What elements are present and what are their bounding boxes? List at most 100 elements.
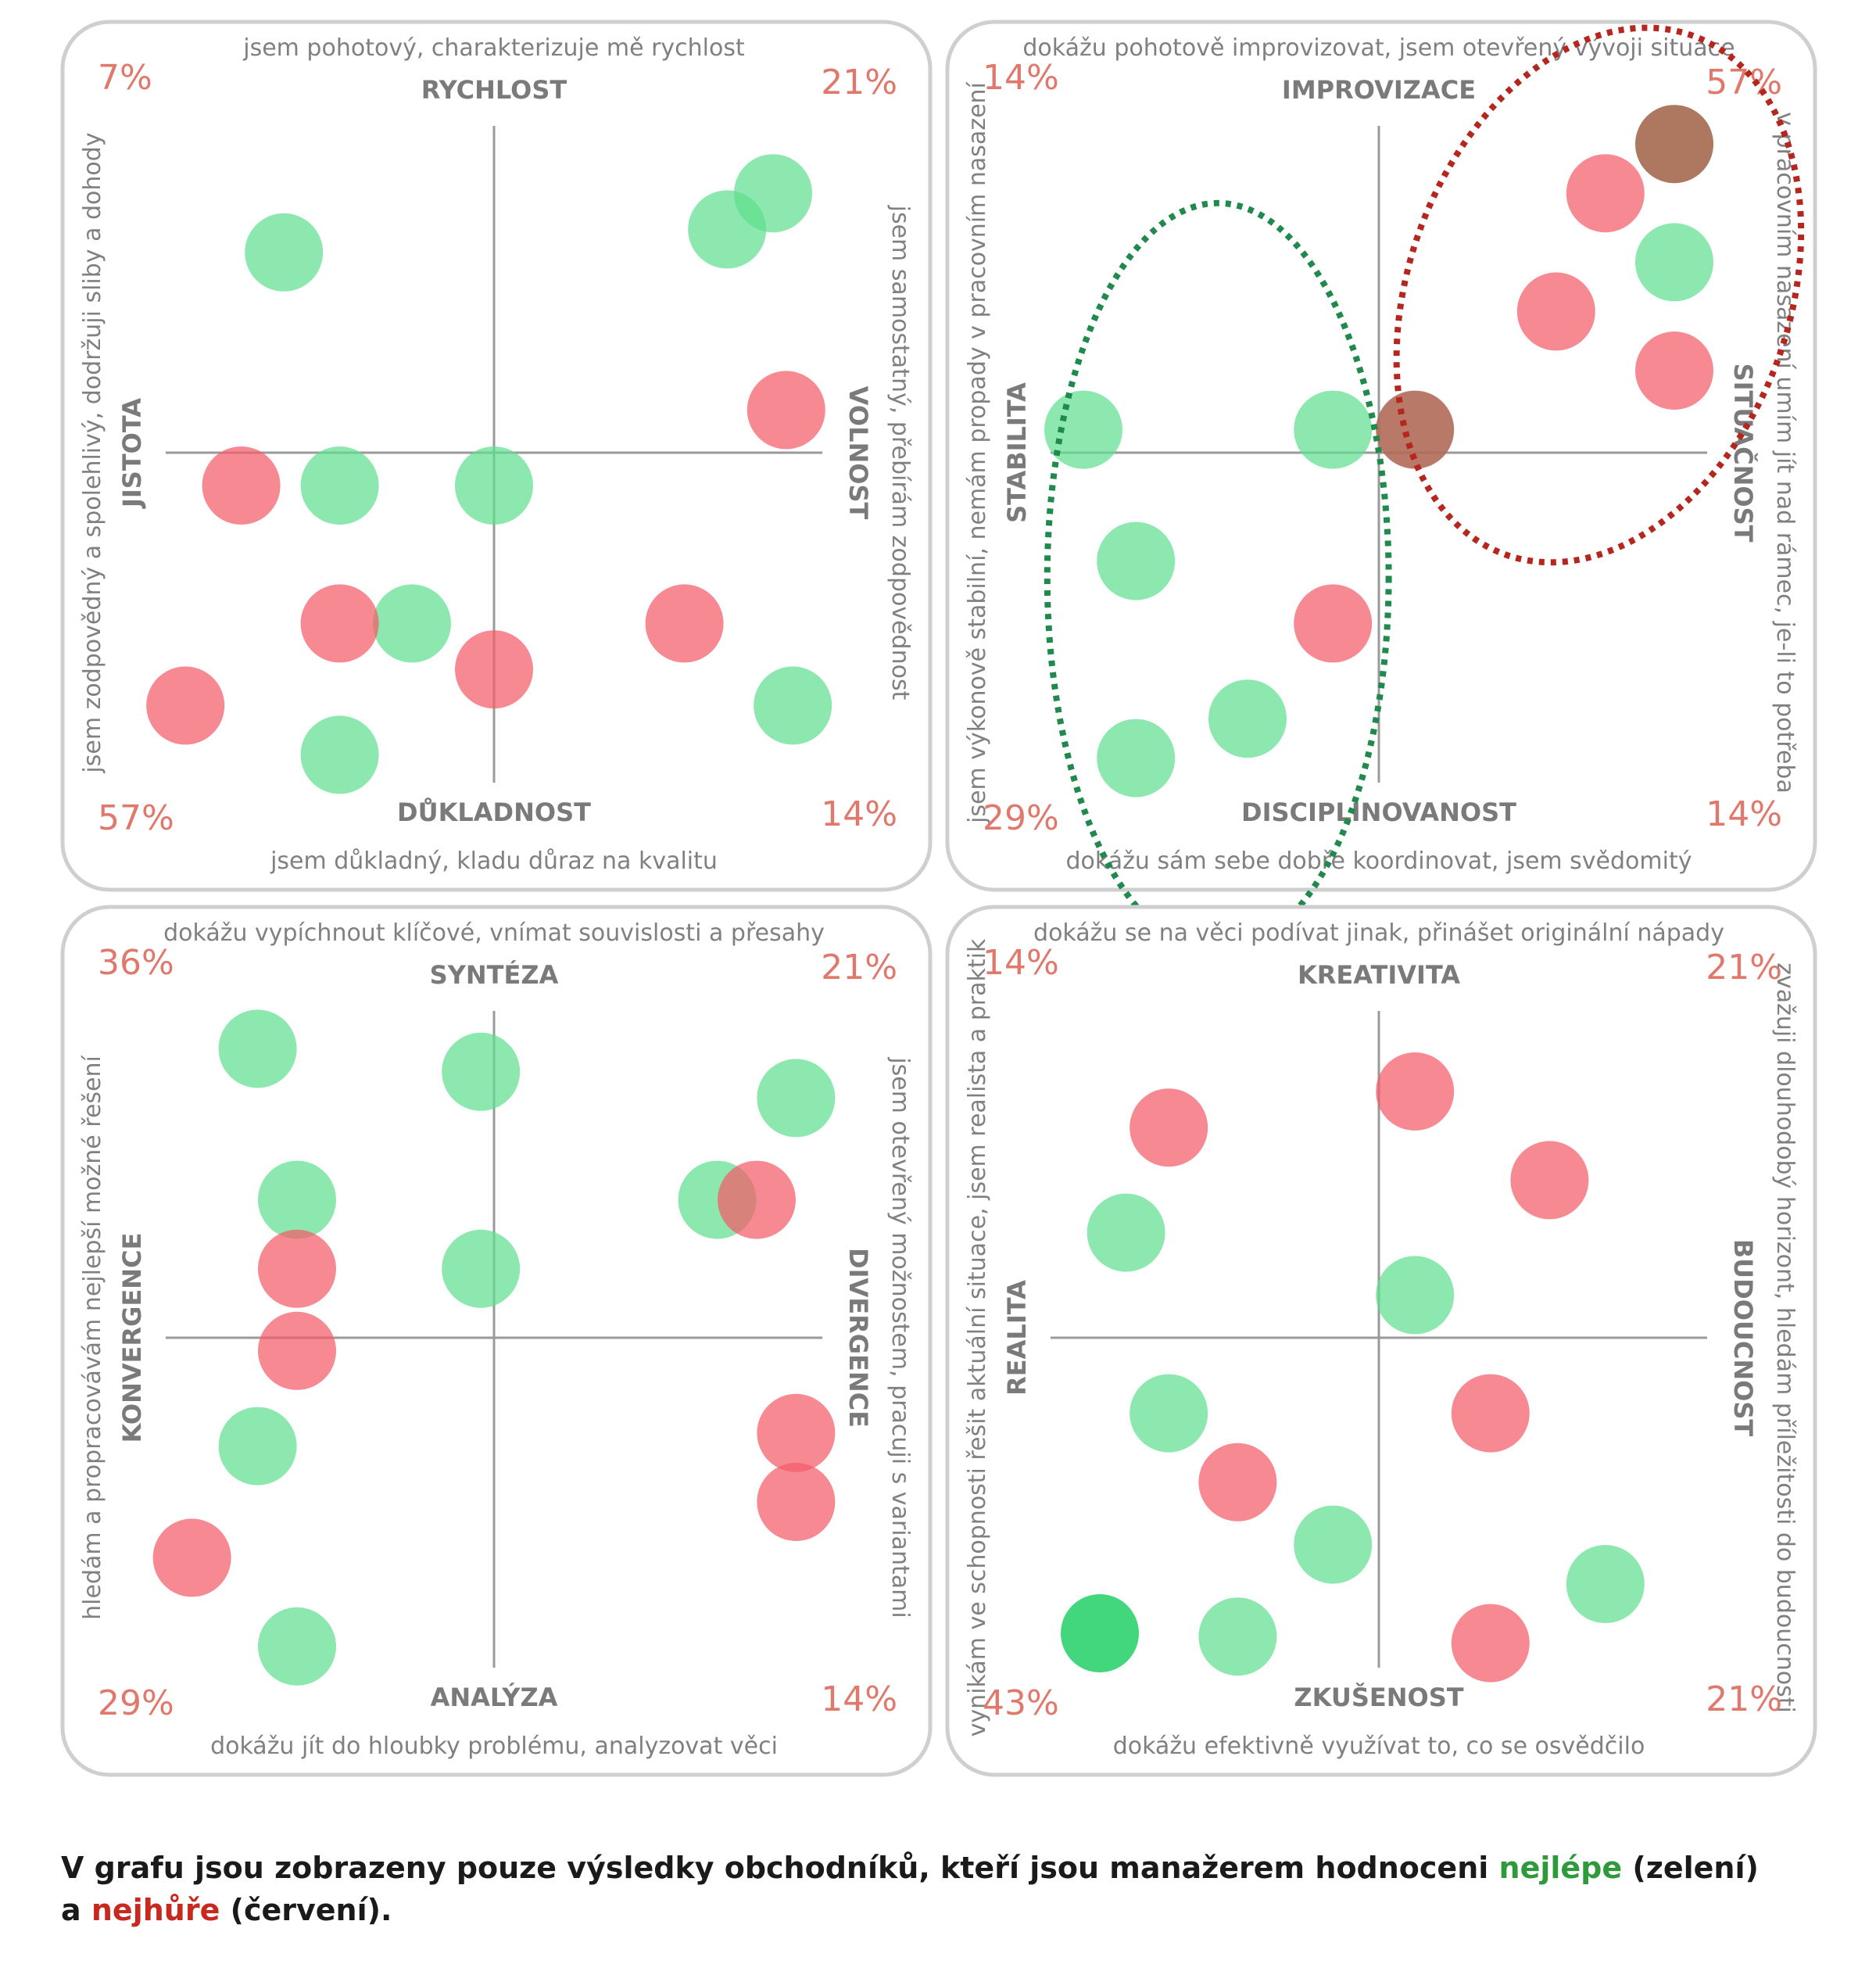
- plot-points: [1044, 105, 1713, 797]
- percent-top-right: 21%: [821, 63, 897, 102]
- quadrant-charts: jsem pohotový, charakterizuje mě rychlos…: [60, 20, 1817, 1777]
- axis-label-right: SITUAČNOST: [1728, 364, 1759, 543]
- best-point: [300, 446, 379, 525]
- description-right: jsem samostatný, přebírám zodpovědnost: [886, 205, 914, 701]
- axis-label-bottom: ANALÝZA: [431, 1683, 558, 1712]
- axis-label-left: KONVERGENCE: [117, 1233, 147, 1443]
- worst-point: [300, 584, 379, 663]
- worst-point: [718, 1160, 796, 1239]
- worst-point: [258, 1229, 336, 1308]
- best-point: [1294, 390, 1373, 469]
- best-point: [1044, 390, 1122, 469]
- percent-top-right: 21%: [821, 948, 897, 987]
- best-point: [734, 154, 812, 233]
- description-top: jsem pohotový, charakterizuje mě rychlos…: [242, 34, 745, 62]
- description-right: zvažuji dlouhodobý horizont, hledám příl…: [1771, 962, 1799, 1713]
- axis-label-left: STABILITA: [1002, 382, 1032, 523]
- worst-point: [746, 371, 825, 450]
- description-top: dokážu se na věci podívat jinak, přináše…: [1033, 919, 1724, 947]
- panel-frame: [945, 20, 1817, 892]
- percent-top-right: 57%: [1706, 63, 1782, 102]
- footnote-worst: nejhůře: [91, 1893, 220, 1927]
- best-point: [1198, 1597, 1277, 1676]
- percent-bottom-left: 43%: [983, 1683, 1059, 1723]
- description-top: dokážu pohotově improvizovat, jsem otevř…: [1022, 34, 1735, 62]
- best-point: [754, 666, 832, 745]
- percent-bottom-right: 14%: [821, 794, 897, 834]
- worst-point: [1566, 154, 1645, 233]
- quadrant-panel-3: dokážu vypíchnout klíčové, vnímat souvis…: [60, 905, 933, 1777]
- axis-label-bottom: DISCIPLINOVANOST: [1241, 797, 1516, 827]
- best-point: [218, 1009, 297, 1088]
- worst-point: [1451, 1374, 1530, 1453]
- percent-top-left: 14%: [983, 58, 1059, 98]
- quadrant-panel-1: jsem pohotový, charakterizuje mě rychlos…: [60, 20, 933, 892]
- worst-point: [1451, 1604, 1530, 1683]
- percent-bottom-left: 57%: [98, 798, 174, 838]
- worst-point: [1635, 332, 1713, 410]
- description-bottom: jsem důkladný, kladu důraz na kvalitu: [270, 848, 718, 875]
- worst-point: [1376, 1052, 1455, 1131]
- worst-point: [1376, 390, 1455, 469]
- quadrant-panel-4: dokážu se na věci podívat jinak, přináše…: [945, 905, 1817, 1777]
- best-point: [1376, 1256, 1455, 1335]
- worst-point: [152, 1518, 231, 1597]
- footnote-line2: a: [61, 1893, 91, 1927]
- best-point: [455, 446, 533, 525]
- axis-label-right: VOLNOST: [843, 386, 873, 520]
- worst-point: [146, 666, 225, 745]
- best-point: [1097, 719, 1176, 797]
- best-point: [1635, 223, 1713, 302]
- description-bottom: dokážu sám sebe dobře koordinovat, jsem …: [1066, 848, 1692, 875]
- axis-label-bottom: DŮKLADNOST: [397, 797, 591, 827]
- best-point: [442, 1229, 521, 1308]
- worst-point: [757, 1393, 836, 1472]
- worst-point: [1635, 105, 1713, 184]
- worst-point: [202, 446, 281, 525]
- percent-top-left: 36%: [98, 943, 174, 983]
- footnote-best-note: (zelení): [1622, 1851, 1759, 1885]
- description-left: vynikám ve schopnosti řešit aktuální sit…: [964, 938, 991, 1736]
- best-point: [258, 1160, 336, 1239]
- percent-top-left: 7%: [98, 58, 152, 98]
- plot-points: [1061, 1052, 1645, 1683]
- best-point: [1087, 1193, 1165, 1272]
- worst-point: [757, 1463, 836, 1541]
- best-point: [1130, 1374, 1208, 1453]
- worst-point: [1516, 272, 1595, 351]
- description-bottom: dokážu efektivně využívat to, co se osvě…: [1113, 1733, 1645, 1760]
- worst-point: [258, 1311, 336, 1390]
- percent-bottom-right: 14%: [821, 1679, 897, 1719]
- description-left: jsem výkonově stabilní, nemám propady v …: [964, 81, 991, 823]
- axis-label-top: SYNTÉZA: [430, 960, 559, 990]
- best-point: [218, 1407, 297, 1486]
- percent-bottom-right: 21%: [1706, 1679, 1782, 1719]
- plot-points: [152, 1009, 836, 1686]
- best-point: [1097, 521, 1176, 600]
- axis-label-bottom: ZKUŠENOST: [1294, 1682, 1463, 1712]
- panel-frame: [60, 905, 933, 1777]
- worst-point: [1294, 584, 1373, 663]
- plot-points: [146, 154, 832, 794]
- footnote: V grafu jsou zobrazeny pouze výsledky ob…: [61, 1847, 1820, 1931]
- axis-label-right: BUDOUCNOST: [1728, 1239, 1758, 1437]
- worst-point: [1510, 1141, 1589, 1220]
- best-point: [442, 1032, 521, 1111]
- axis-label-top: IMPROVIZACE: [1282, 75, 1476, 105]
- percent-bottom-right: 14%: [1706, 794, 1782, 834]
- percent-bottom-left: 29%: [98, 1683, 174, 1723]
- percent-top-left: 14%: [983, 943, 1059, 983]
- description-right: v pracovním nasazení umím jít nad rámec,…: [1771, 112, 1799, 794]
- axis-label-top: KREATIVITA: [1298, 960, 1460, 990]
- best-point: [1294, 1505, 1373, 1584]
- description-right: jsem otevřený možnostem, pracuji s varia…: [886, 1056, 914, 1618]
- description-left: hledám a propracovávám nejlepší možné ře…: [79, 1055, 106, 1620]
- worst-point: [455, 630, 533, 709]
- description-left: jsem zodpovědný a spolehlivý, dodržuji s…: [79, 132, 106, 773]
- best-point: [245, 213, 324, 292]
- percent-bottom-left: 29%: [983, 798, 1059, 838]
- worst-point: [645, 584, 724, 663]
- best-point: [1208, 679, 1287, 758]
- description-bottom: dokážu jít do hloubky problému, analyzov…: [210, 1733, 778, 1760]
- footnote-worst-note: (červení).: [220, 1893, 392, 1927]
